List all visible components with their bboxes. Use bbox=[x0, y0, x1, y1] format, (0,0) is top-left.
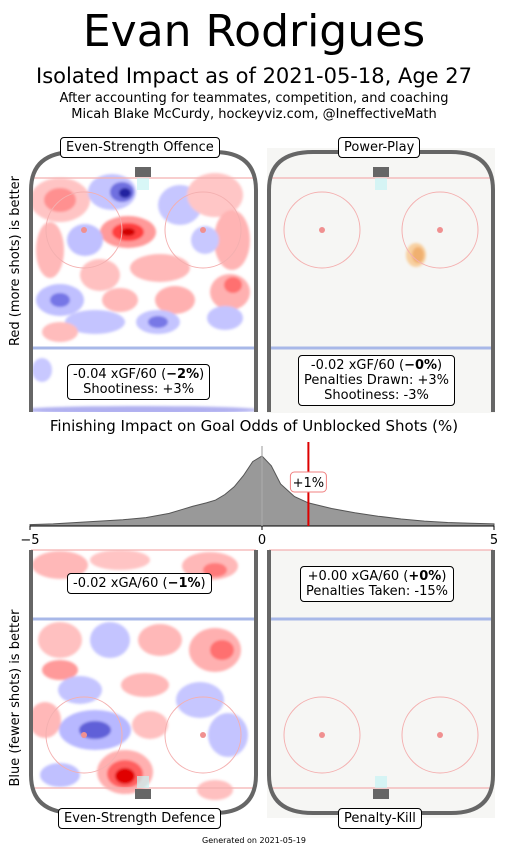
ev-offence-stats: -0.04 xGF/60 (−2%) Shootiness: +3% bbox=[67, 364, 211, 400]
credit-line-1: After accounting for teammates, competit… bbox=[59, 91, 449, 106]
chart-subtitle: Isolated Impact as of 2021-05-18, Age 27 bbox=[36, 64, 472, 88]
ev-defence-stat-prefix: -0.02 xGA/60 ( bbox=[73, 576, 168, 591]
x-tick-label: 0 bbox=[258, 533, 266, 548]
x-tick-label: −5 bbox=[20, 533, 39, 548]
ev-defence-stat-bold: −1% bbox=[167, 576, 201, 591]
ev-defence-label: Even-Strength Defence bbox=[58, 808, 222, 829]
pp-stats: -0.02 xGF/60 (−0%) Penalties Drawn: +3% … bbox=[298, 355, 456, 406]
ev-offence-shootiness: Shootiness: +3% bbox=[83, 382, 195, 397]
ev-offence-stat-prefix: -0.04 xGF/60 ( bbox=[73, 367, 167, 382]
ev-defence-stat-suffix: ) bbox=[200, 576, 206, 591]
pp-stat-suffix: ) bbox=[437, 358, 443, 373]
ev-offence-stat-bold: −2% bbox=[166, 367, 200, 382]
marker-label-box bbox=[289, 471, 327, 493]
chart-title: Evan Rodrigues bbox=[82, 6, 426, 57]
ev-offence-stat-suffix: ) bbox=[199, 367, 205, 382]
ev-defence-heatmap bbox=[31, 550, 256, 813]
pp-penalties-drawn: Penalties Drawn: +3% bbox=[304, 373, 450, 388]
ev-defence-stats: -0.02 xGA/60 (−1%) bbox=[67, 573, 212, 594]
x-tick-label: 5 bbox=[490, 533, 498, 548]
footer-generated: Generated on 2021-05-19 bbox=[202, 836, 306, 845]
pk-stat-suffix: ) bbox=[441, 569, 447, 584]
pk-stat-bold: +0% bbox=[408, 569, 442, 584]
distribution-chart: −5 0 5 +1% bbox=[20, 442, 498, 548]
credit-line-2: Micah Blake McCurdy, hockeyviz.com, @Ine… bbox=[71, 107, 437, 122]
pk-stats: +0.00 xGA/60 (+0%) Penalties Taken: -15% bbox=[300, 566, 454, 602]
pk-penalties-taken: Penalties Taken: -15% bbox=[306, 584, 448, 599]
pp-stat-bold: −0% bbox=[404, 358, 438, 373]
pp-heatmap bbox=[406, 243, 426, 267]
marker-label: +1% bbox=[293, 476, 325, 491]
pp-label: Power-Play bbox=[338, 137, 421, 158]
pp-stat-prefix: -0.02 xGF/60 ( bbox=[310, 358, 405, 373]
distribution-title: Finishing Impact on Goal Odds of Unblock… bbox=[49, 417, 459, 435]
pp-shootiness: Shootiness: -3% bbox=[324, 388, 429, 403]
pk-stat-prefix: +0.00 xGA/60 ( bbox=[307, 569, 409, 584]
pk-label: Penalty-Kill bbox=[338, 808, 422, 829]
ev-offence-label: Even-Strength Offence bbox=[60, 137, 220, 158]
